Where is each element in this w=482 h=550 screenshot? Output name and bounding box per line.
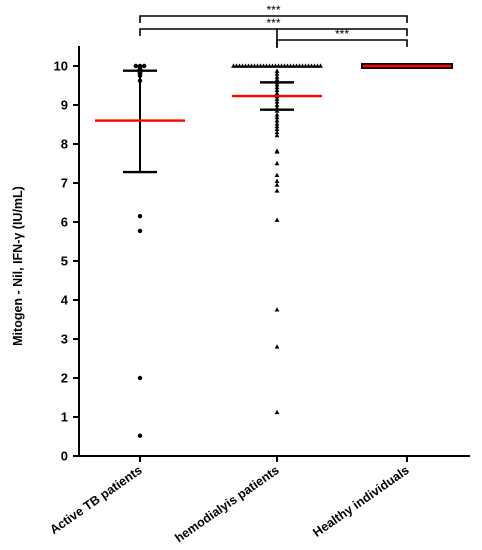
y-tick-label: 2 [61,371,68,386]
significance-bracket [276,39,408,47]
data-point [137,228,143,234]
data-point [274,172,280,177]
data-point [274,112,280,117]
significance-brackets: ********* [139,3,408,48]
data-point [274,114,280,120]
data-point [274,409,280,415]
y-tick-label: 10 [54,59,68,74]
x-category-label: Active TB patients [47,463,144,537]
data-point [274,123,280,129]
y-tick-label: 6 [61,215,68,230]
data-point [231,63,236,68]
y-tick-label: 0 [61,449,68,464]
y-tick-label: 8 [61,137,68,152]
data-point [274,121,280,126]
y-tick-label: 9 [61,98,68,113]
data-point [137,375,143,381]
data-points [133,63,453,438]
data-point [274,307,280,312]
data-point [237,63,242,68]
data-point [274,77,280,82]
data-point [243,63,248,68]
data-point [274,160,280,166]
significance-bracket [139,15,408,23]
data-point [274,68,280,73]
significance-label: *** [266,3,280,17]
y-tick-label: 4 [61,293,69,308]
y-tick-label: 7 [61,176,68,191]
data-point [234,63,239,68]
data-point [274,129,280,135]
data-point [274,132,280,138]
data-point [252,63,257,68]
data-point [246,63,251,68]
x-category-label: hemodialyis patients [172,463,281,545]
data-point [274,178,280,183]
significance-label: *** [266,16,280,30]
y-tick-label: 5 [61,254,68,269]
y-tick-label: 3 [61,332,68,347]
data-point [137,433,143,438]
significance-label: *** [335,27,349,41]
data-point [137,213,143,219]
y-tick-label: 1 [61,410,68,425]
data-point [318,63,323,68]
data-point [142,63,147,69]
data-point [274,118,280,123]
data-point [274,126,280,131]
data-point [240,63,245,68]
data-point [274,74,280,79]
data-point [274,71,280,76]
mean-sd-bars [95,64,451,174]
data-point [249,63,254,68]
x-category-label: Healthy individuals [310,463,411,540]
data-point [274,217,280,222]
data-point [274,182,280,187]
data-point [274,344,280,349]
data-point [274,188,280,193]
y-axis-label: Mitogen - Nil, IFN-γ (IU/mL) [11,186,25,346]
data-point [133,63,138,69]
data-point [274,149,280,154]
significance-bracket [139,28,408,36]
